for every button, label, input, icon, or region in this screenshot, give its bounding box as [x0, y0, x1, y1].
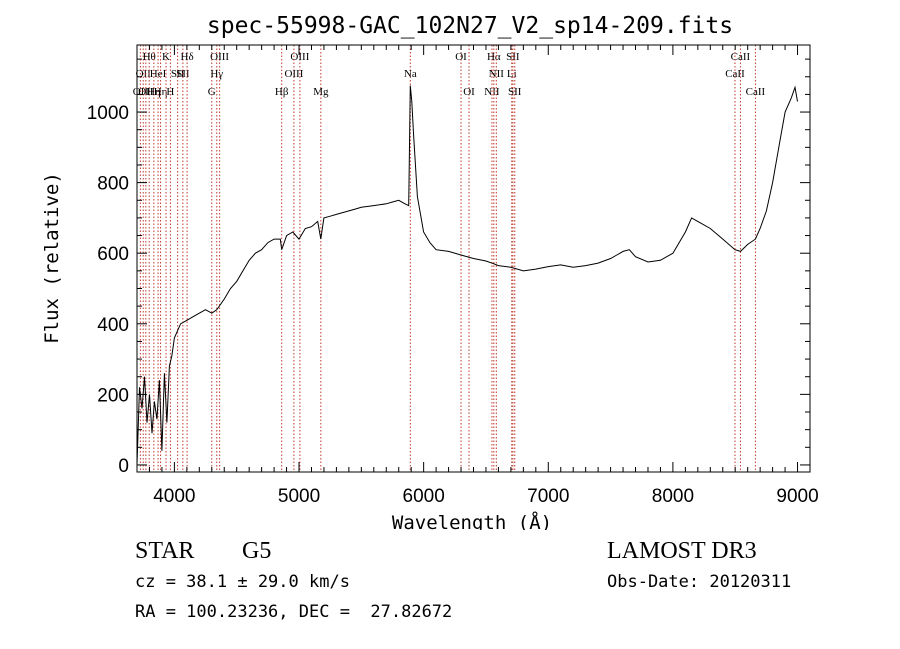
- marker-label-16: OIII: [284, 68, 303, 80]
- object-class: STAR: [135, 538, 195, 564]
- x-tick-label-4000: 4000: [153, 486, 195, 507]
- marker-label-13: Hγ: [210, 68, 223, 80]
- chart-title: spec-55998-GAC_102N27_V2_sp14-209.fits: [207, 13, 733, 39]
- y-tick-label-800: 800: [97, 174, 129, 195]
- marker-label-29: CaII: [731, 51, 751, 63]
- marker-label-7: K: [162, 51, 170, 63]
- marker-label-9: SII: [171, 68, 185, 80]
- marker-label-15: Hβ: [275, 86, 289, 98]
- marker-label-20: OI: [455, 51, 467, 63]
- marker-label-19: Na: [404, 68, 417, 80]
- marker-label-27: SII: [508, 86, 522, 98]
- y-tick-label-600: 600: [97, 244, 129, 265]
- ra-dec-coordinates: RA = 100.23236, DEC = 27.82672: [135, 602, 453, 622]
- x-tick-label-7000: 7000: [527, 486, 569, 507]
- y-axis-label: Flux (relative): [41, 172, 63, 344]
- line-markers: OIIOIIOIIHθHηHeIHηKHSIISIIHδGHγOIIIHβOII…: [133, 45, 766, 472]
- y-tick-label-1000: 1000: [87, 103, 129, 124]
- object-subclass: G5: [242, 538, 272, 564]
- x-tick-label-6000: 6000: [403, 486, 445, 507]
- y-axis: 0 200 400 600 800 1000: [87, 58, 810, 477]
- observation-date: Obs-Date: 20120311: [607, 572, 792, 592]
- marker-label-6: Hη: [154, 86, 168, 98]
- redshift-velocity: cz = 38.1 ± 29.0 km/s: [135, 572, 350, 592]
- x-axis: 4000 5000 6000 7000 8000 9000: [136, 45, 819, 507]
- x-tick-label-5000: 5000: [278, 486, 320, 507]
- y-tick-label-400: 400: [97, 315, 129, 336]
- marker-label-28: CaII: [725, 68, 745, 80]
- marker-label-24: NII: [489, 68, 505, 80]
- marker-label-10: SII: [176, 68, 190, 80]
- marker-label-5: HeI: [150, 68, 167, 80]
- marker-label-18: Mg: [313, 86, 329, 98]
- marker-label-17: OIII: [290, 51, 309, 63]
- marker-label-21: OI: [463, 86, 475, 98]
- survey-name: LAMOST DR3: [607, 538, 757, 564]
- marker-label-11: Hδ: [181, 51, 194, 63]
- marker-label-23: Hα: [487, 51, 501, 63]
- marker-label-30: CaII: [746, 86, 766, 98]
- marker-label-26: SII: [506, 51, 520, 63]
- y-tick-label-200: 200: [97, 385, 129, 406]
- marker-label-22: NII: [484, 86, 500, 98]
- y-tick-label-0: 0: [118, 456, 129, 477]
- marker-label-25: Li: [507, 68, 517, 80]
- marker-label-2: OII: [138, 86, 154, 98]
- marker-label-4: Hη: [147, 86, 161, 98]
- x-axis-label: Wavelength (Å): [392, 511, 552, 530]
- spectrum-line: [136, 85, 798, 465]
- marker-label-8: H: [166, 86, 174, 98]
- x-tick-label-8000: 8000: [652, 486, 694, 507]
- spectrum-chart: spec-55998-GAC_102N27_V2_sp14-209.fits O…: [41, 13, 819, 530]
- marker-label-3: Hθ: [143, 51, 156, 63]
- marker-label-12: G: [208, 86, 216, 98]
- marker-label-14: OIII: [210, 51, 229, 63]
- x-tick-label-9000: 9000: [776, 486, 818, 507]
